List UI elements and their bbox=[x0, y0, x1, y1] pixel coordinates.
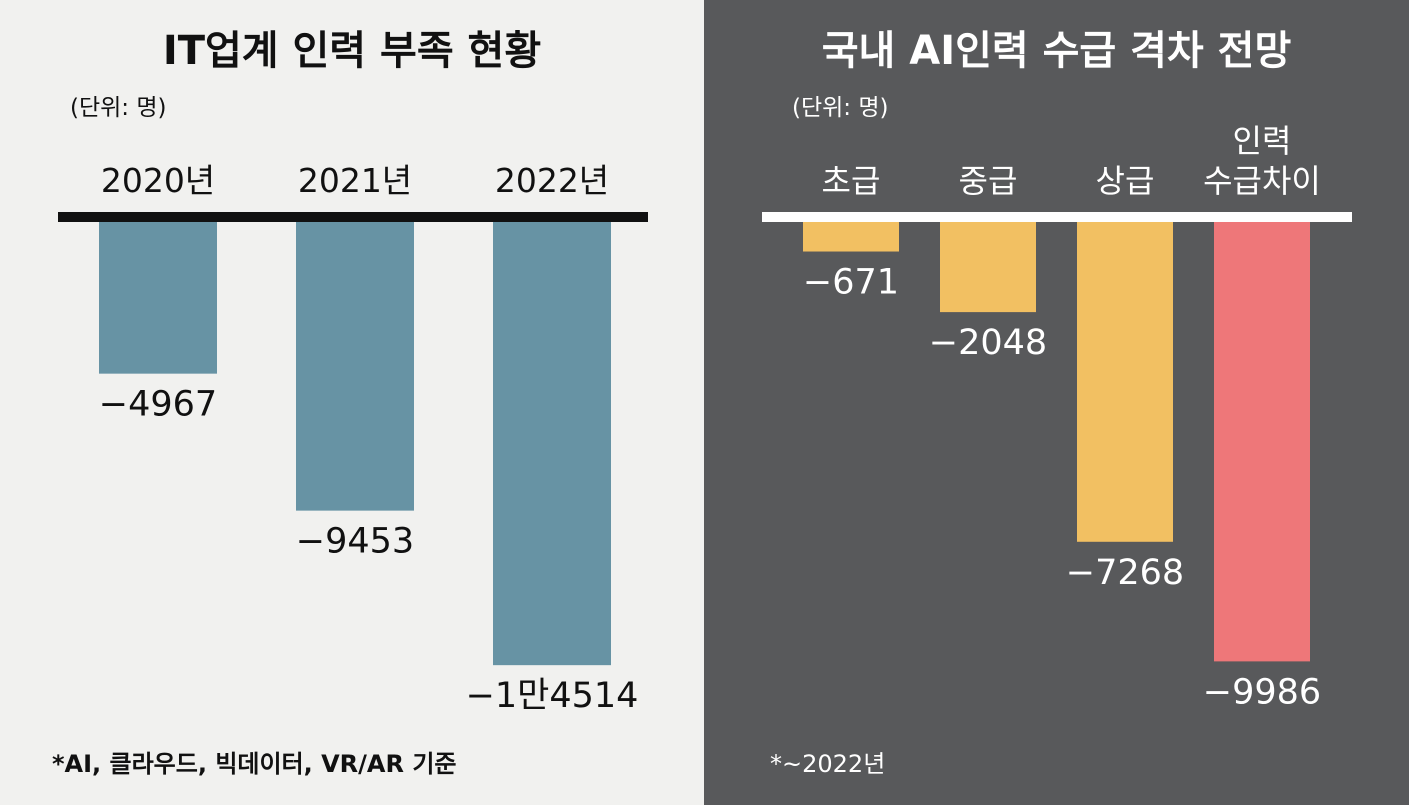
unit-label: (단위: 명) bbox=[70, 95, 167, 121]
category-label: 2022년 bbox=[495, 161, 609, 200]
bar bbox=[940, 222, 1036, 313]
right-chart-panel: 국내 AI인력 수급 격차 전망 (단위: 명) 초급 −671 중급 −2048 상급… bbox=[704, 0, 1409, 805]
chart-title: IT업계 인력 부족 현황 bbox=[162, 28, 542, 74]
bar bbox=[493, 222, 611, 666]
data-label: −9986 bbox=[1203, 672, 1321, 712]
bar bbox=[296, 222, 414, 511]
data-label: −671 bbox=[803, 263, 899, 303]
footnote: *~2022년 bbox=[770, 750, 886, 778]
bar bbox=[1077, 222, 1173, 542]
bar bbox=[99, 222, 217, 374]
data-label: −4967 bbox=[99, 385, 217, 425]
category-label: 상급 bbox=[1096, 162, 1155, 200]
category-label: 2021년 bbox=[298, 161, 412, 200]
baseline bbox=[762, 212, 1352, 222]
data-label: −1만4514 bbox=[466, 676, 639, 716]
unit-label: (단위: 명) bbox=[792, 95, 889, 121]
data-label: −7268 bbox=[1066, 553, 1184, 593]
chart-title: 국내 AI인력 수급 격차 전망 bbox=[821, 28, 1292, 74]
bar bbox=[1214, 222, 1310, 662]
bar bbox=[803, 222, 899, 252]
category-label: 중급 bbox=[959, 162, 1018, 200]
baseline bbox=[58, 212, 648, 222]
left-chart-panel: IT업계 인력 부족 현황 (단위: 명) 2020년 −4967 2021년 −94… bbox=[0, 0, 704, 805]
category-label: 2020년 bbox=[101, 161, 215, 200]
footnote: *AI, 클라우드, 빅데이터, VR/AR 기준 bbox=[52, 750, 457, 778]
data-label: −9453 bbox=[296, 522, 414, 562]
category-label: 인력 bbox=[1233, 122, 1292, 160]
data-label: −2048 bbox=[929, 323, 1047, 363]
category-label: 초급 bbox=[822, 162, 881, 200]
category-label: 수급차이 bbox=[1203, 162, 1321, 200]
left-bar-chart: 2020년 −4967 2021년 −9453 2022년 −1만4514 bbox=[58, 161, 648, 716]
